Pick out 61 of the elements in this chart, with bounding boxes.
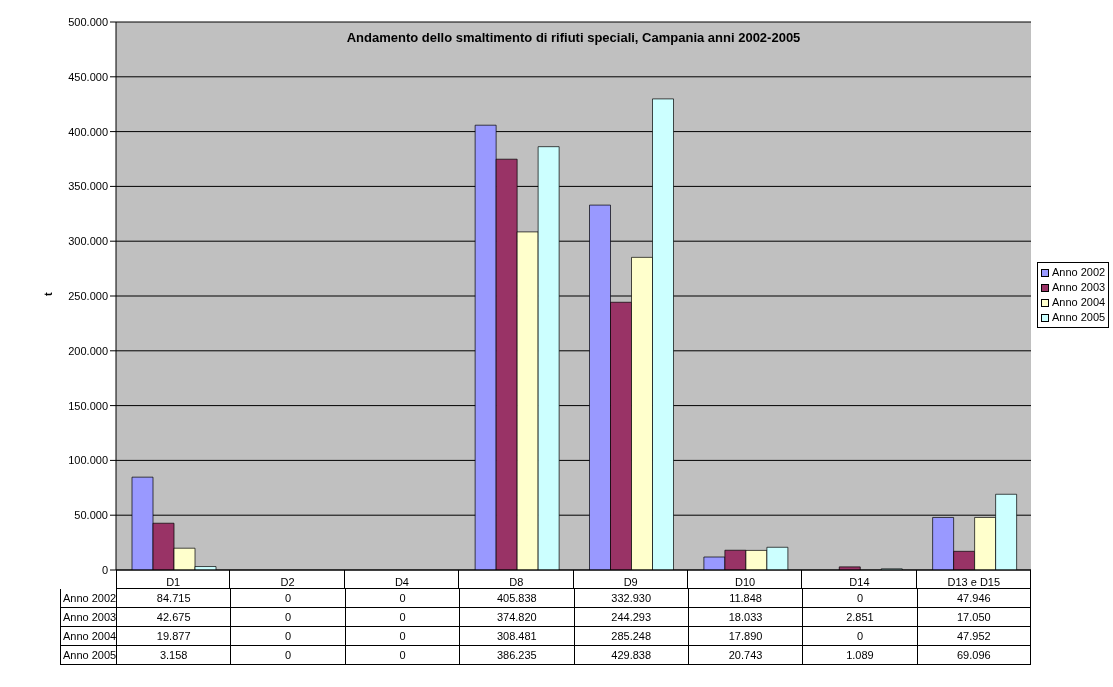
x-tick-label: D13 e D15 <box>947 575 1001 588</box>
x-tick-label: D1 <box>166 575 181 588</box>
data-label: 332.930 <box>573 589 688 608</box>
legend-label: Anno 2003 <box>60 608 117 627</box>
data-label: 47.952 <box>916 627 1031 646</box>
data-label: 405.838 <box>459 589 574 608</box>
data-label: 308.481 <box>459 627 574 646</box>
data-label: 0 <box>344 646 460 665</box>
data-label: 11.848 <box>687 589 803 608</box>
y-axis-title: t <box>41 292 54 296</box>
data-label: 0 <box>344 608 460 627</box>
y-tick-label: 500.000 <box>68 15 108 28</box>
legend-label: Anno 2004 <box>1052 295 1106 310</box>
x-tick-label: D2 <box>280 575 295 588</box>
text: Anno 2003 <box>1052 281 1106 293</box>
data-label: 18.033 <box>687 608 803 627</box>
x-tick-label: D14 <box>849 575 870 588</box>
data-label: 42.675 <box>116 608 231 627</box>
y-tick-label: 100.000 <box>68 454 108 467</box>
data-label: 285.248 <box>573 627 688 646</box>
data-label: 429.838 <box>573 646 688 665</box>
data-label: 20.743 <box>687 646 803 665</box>
x-tick-label: D9 <box>623 575 638 588</box>
data-label: 386.235 <box>459 646 574 665</box>
y-tick-label: 0 <box>101 563 108 576</box>
data-label: 69.096 <box>916 646 1031 665</box>
data-label: 19.877 <box>116 627 231 646</box>
y-tick-label: 450.000 <box>68 70 108 83</box>
y-tick-label: 150.000 <box>68 399 108 412</box>
data-label: 3.158 <box>116 646 231 665</box>
data-label: 84.715 <box>116 589 231 608</box>
legend-label: Anno 2005 <box>1052 310 1106 325</box>
data-label: 2.851 <box>802 608 917 627</box>
x-tick-label: D8 <box>509 575 524 588</box>
data-label: 0 <box>230 589 345 608</box>
data-label: 0 <box>230 608 345 627</box>
data-label: 17.890 <box>687 627 803 646</box>
x-tick-label: D4 <box>394 575 409 588</box>
legend-label: Anno 2002 <box>60 589 117 608</box>
y-tick-label: 400.000 <box>68 125 108 138</box>
data-label: 374.820 <box>459 608 574 627</box>
y-tick-label: 200.000 <box>68 344 108 357</box>
y-tick-label: 250.000 <box>68 289 108 302</box>
data-label: 0 <box>344 627 460 646</box>
data-label: 0 <box>230 627 345 646</box>
data-label: 1.089 <box>802 646 917 665</box>
data-label: 47.946 <box>916 589 1031 608</box>
text: Andamento dello smaltimento di rifiuti speciali, Campania anni 2002-2005 <box>345 30 802 45</box>
y-tick-label: 350.000 <box>68 180 108 193</box>
data-label: 0 <box>344 589 460 608</box>
data-label: 17.050 <box>916 608 1031 627</box>
y-tick-label: 300.000 <box>68 235 108 248</box>
data-label: 0 <box>802 589 917 608</box>
y-tick-label: 50.000 <box>74 509 108 522</box>
data-label: 0 <box>230 646 345 665</box>
data-label: 0 <box>802 627 917 646</box>
text: Anno 2004 <box>63 630 117 642</box>
text: Anno 2002 <box>1052 266 1106 278</box>
x-tick-label: D10 <box>734 575 756 588</box>
text: Anno 2005 <box>63 649 117 661</box>
data-label: 244.293 <box>573 608 688 627</box>
